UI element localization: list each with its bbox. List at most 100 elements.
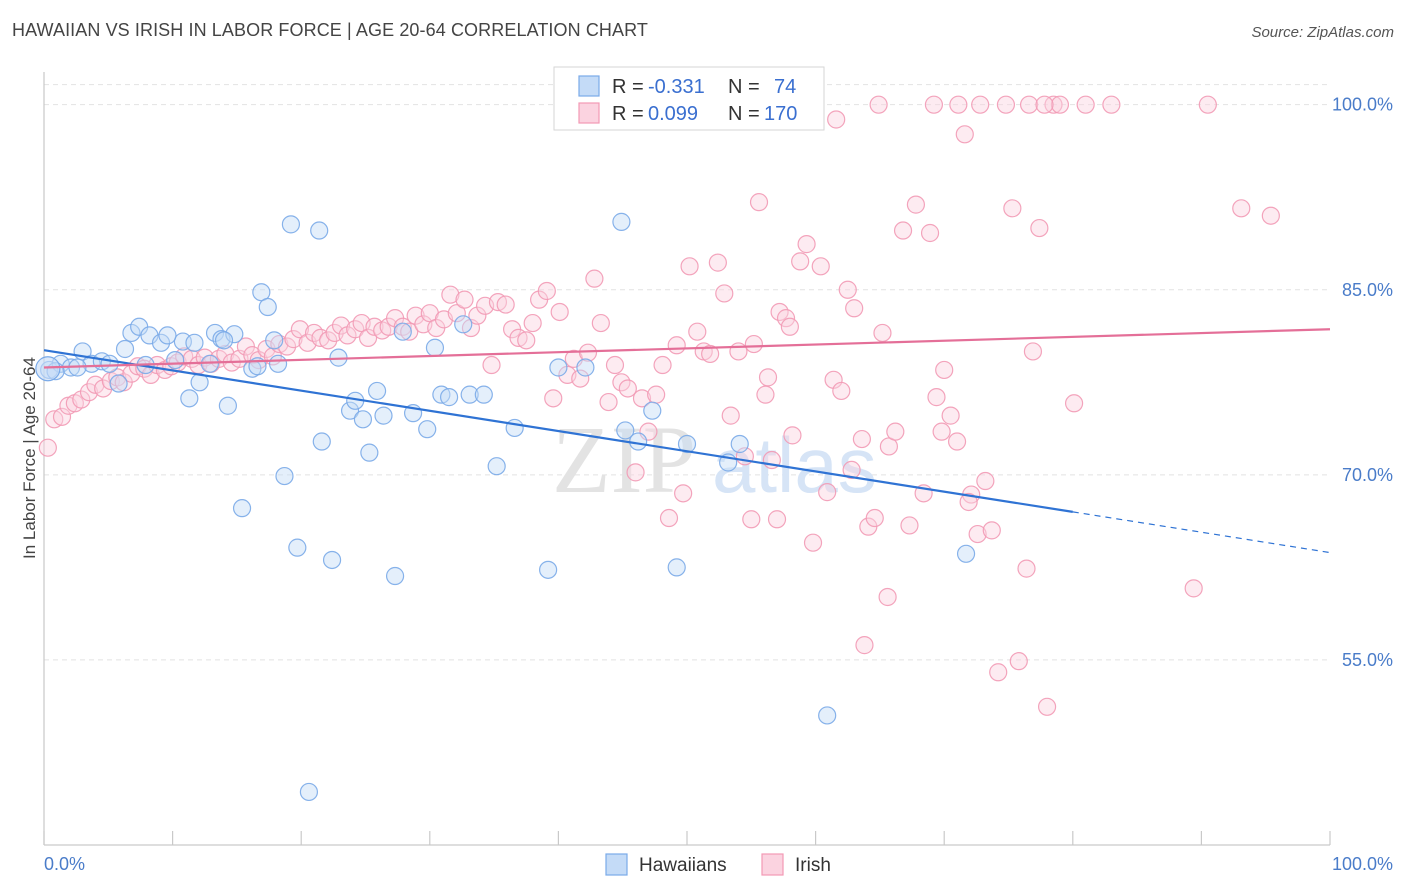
irish-point-118	[845, 299, 864, 318]
irish-point-159	[971, 95, 990, 114]
irish-point-61	[455, 290, 474, 309]
irish-point-163	[780, 317, 799, 336]
irish-point-94	[680, 257, 699, 276]
irish-point-151	[1102, 95, 1121, 114]
irish-point-110	[791, 252, 810, 271]
hawaiians-point-40	[385, 566, 405, 586]
irish-point-168	[878, 587, 897, 607]
hawaiians-point-58	[667, 558, 686, 577]
irish-point-111	[797, 235, 816, 254]
irish-point-117	[838, 280, 857, 299]
hawaiians-point-32	[312, 432, 331, 451]
irish-point-116	[832, 381, 851, 401]
irish-point-80	[585, 269, 604, 288]
irish-point-137	[976, 471, 995, 491]
irish-point-79	[578, 343, 598, 362]
irish-point-143	[1017, 559, 1036, 578]
series-legend: Hawaiians Irish	[605, 853, 831, 876]
hawaiians-point-68	[158, 326, 177, 345]
hawaiians-point-72	[374, 406, 393, 425]
irish-point-164	[767, 510, 787, 529]
irish-point-36	[284, 330, 303, 349]
irish-point-136	[968, 524, 987, 544]
irish-point-149	[1064, 394, 1084, 413]
irish-point-152	[1184, 579, 1203, 598]
irish-point-146	[1037, 697, 1057, 716]
irish-point-141	[1003, 199, 1022, 218]
irish-point-93	[674, 484, 693, 503]
irish-point-81	[591, 313, 610, 333]
hawaiians-point-6	[109, 374, 128, 393]
hawaiians-point-53	[576, 358, 595, 377]
irish-point-74	[544, 389, 563, 408]
irish-point-169	[855, 636, 874, 655]
irish-point-53	[400, 322, 419, 341]
hawaiians-point-55	[616, 421, 635, 440]
irish-point-83	[605, 355, 625, 375]
hawaiians-point-26	[265, 331, 284, 350]
irish-point-134	[955, 125, 974, 144]
legend-r-value-1: -0.331	[648, 76, 705, 98]
hawaiians-point-50	[505, 418, 524, 438]
hawaiians-point-43	[418, 420, 437, 439]
irish-point-130	[927, 388, 946, 407]
irish-point-0	[38, 438, 57, 457]
bottom-legend-swatch-irish	[761, 853, 784, 876]
irish-point-114	[818, 483, 837, 502]
hawaiians-point-30	[299, 782, 319, 802]
legend-swatch-irish	[578, 102, 600, 124]
irish-point-142	[1009, 652, 1028, 671]
legend-n-label-1: N =	[728, 76, 760, 98]
irish-point-121	[865, 508, 884, 528]
legend-r-value-2: 0.099	[648, 103, 698, 125]
irish-point-90	[653, 355, 672, 375]
legend-n-value-2: 170	[764, 103, 797, 125]
hawaiians-point-12	[166, 350, 185, 370]
irish-point-6	[79, 383, 99, 402]
hawaiians-point-71	[268, 354, 288, 373]
irish-point-132	[941, 406, 960, 425]
hawaiians-point-19	[218, 396, 237, 415]
watermark-zip: ZIP	[552, 406, 696, 513]
y-axis-title: In Labor Force | Age 20-64	[20, 357, 39, 559]
legend-r-label-1: R =	[612, 76, 644, 98]
hawaiians-point-52	[549, 358, 568, 377]
hawaiians-point-28	[281, 215, 301, 234]
x-axis-ticks	[43, 831, 1331, 845]
irish-point-148	[1050, 95, 1070, 114]
hawaiians-point-66	[100, 354, 119, 373]
irish-point-71	[523, 313, 542, 333]
irish-point-73	[537, 281, 556, 301]
y-tick-label-2: 85.0%	[1342, 280, 1393, 300]
hawaiians-point-61	[730, 434, 749, 454]
irish-point-170	[932, 422, 951, 441]
legend-n-value-1: 74	[774, 76, 796, 98]
irish-point-139	[989, 663, 1008, 682]
hawaiians-point-11	[151, 333, 171, 352]
hawaiians-point-29	[288, 538, 307, 557]
irish-point-37	[290, 320, 310, 339]
x-tick-label-min: 0.0%	[44, 854, 85, 874]
hawaiians-point-7	[115, 339, 135, 359]
irish-point-162	[827, 110, 846, 129]
hawaiians-point-59	[677, 434, 697, 454]
chart-title: HAWAIIAN VS IRISH IN LABOR FORCE | AGE 2…	[12, 20, 649, 40]
irish-point-145	[1030, 218, 1049, 238]
hawaiians-point-35	[340, 401, 360, 420]
hawaiians-point-38	[360, 443, 379, 462]
irish-point-140	[996, 95, 1016, 114]
hawaiians-point-27	[275, 466, 294, 486]
hawaiians-point-46	[439, 388, 459, 407]
hawaiians-point-48	[460, 385, 479, 404]
irish-point-103	[742, 510, 761, 529]
irish-point-138	[982, 521, 1001, 540]
irish-point-156	[869, 95, 888, 114]
y-tick-labels: 55.0% 70.0% 85.0% 100.0%	[1332, 95, 1393, 670]
irish-point-82	[599, 392, 618, 412]
hawaiians-point-41	[393, 322, 412, 341]
irish-point-70	[517, 331, 536, 350]
source-label: Source: ZipAtlas.com	[1251, 24, 1394, 41]
irish-point-133	[947, 432, 967, 451]
bottom-legend-label-hawaiians: Hawaiians	[639, 855, 727, 876]
irish-point-124	[886, 422, 905, 441]
